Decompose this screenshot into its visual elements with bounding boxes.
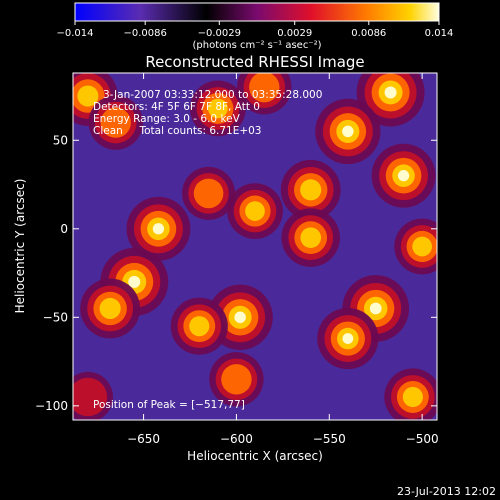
- y-axis-ticks: −100 −50 0 50: [35, 133, 437, 413]
- colorbar-tick-label: 0.014: [425, 28, 454, 39]
- x-tick-label: −500: [406, 432, 439, 446]
- x-tick-label: −600: [220, 432, 253, 446]
- colorbar-tick-label: −0.0086: [124, 28, 167, 39]
- heat-source-blob: [88, 95, 143, 150]
- heat-source-blob: [209, 352, 264, 407]
- colorbar-unit-label: (photons cm⁻² s⁻¹ asec⁻²): [192, 40, 321, 51]
- heat-source-blob: [371, 143, 436, 208]
- y-axis-label: Heliocentric Y (arcsec): [13, 179, 27, 314]
- colorbar-ticks: −0.014 −0.0086 −0.0029 0.0029 0.0086 0.014: [56, 21, 453, 39]
- colorbar-tick-label: −0.014: [56, 28, 93, 39]
- x-axis-label: Heliocentric X (arcsec): [187, 449, 323, 463]
- y-tick-label: 50: [53, 133, 68, 147]
- heat-source-blob: [182, 166, 236, 220]
- heat-source-blob: [280, 159, 341, 220]
- annotation-energy-range: Energy Range: 3.0 - 6.0 keV: [93, 113, 241, 125]
- heat-source-blob: [315, 98, 381, 165]
- heat-source-blob: [227, 183, 283, 239]
- annotation-peak-position: Position of Peak = [−517,77]: [93, 399, 245, 411]
- timestamp: 23-Jul-2013 12:02: [396, 485, 496, 498]
- heatmap-image: [73, 73, 437, 420]
- colorbar-tick-label: 0.0086: [351, 28, 386, 39]
- colorbar: [74, 2, 440, 22]
- colorbar-tick-label: −0.0029: [198, 28, 241, 39]
- colorbar-tick-label: 0.0029: [277, 28, 312, 39]
- x-axis-ticks: −650 −600 −550 −500: [127, 73, 439, 446]
- heat-source-blob: [281, 208, 340, 267]
- annotation-clean-counts: Clean Total counts: 6.71E+03: [93, 125, 262, 137]
- heat-source-blob: [80, 278, 141, 339]
- plot-frame: [72, 72, 438, 421]
- heat-source-blob: [73, 371, 114, 420]
- y-tick-label: 0: [60, 222, 68, 236]
- heat-source-blob: [189, 80, 246, 137]
- heat-source-blob: [126, 196, 191, 261]
- heat-source-blob: [237, 73, 292, 115]
- heat-source-blob: [384, 368, 437, 420]
- heat-source-blob: [317, 307, 379, 370]
- chart-title: Reconstructed RHESSI Image: [145, 53, 364, 71]
- heat-source-blob: [170, 297, 228, 355]
- x-tick-label: −550: [313, 432, 346, 446]
- x-tick-label: −650: [127, 432, 160, 446]
- heat-source-blob: [394, 218, 437, 275]
- annotation-detectors: Detectors: 4F 5F 6F 7F 8F, Att 0: [93, 101, 260, 113]
- y-tick-label: −50: [43, 310, 68, 324]
- annotation-time-range: 3-Jan-2007 03:33:12.000 to 03:35:28.000: [103, 89, 322, 101]
- y-tick-label: −100: [35, 399, 68, 413]
